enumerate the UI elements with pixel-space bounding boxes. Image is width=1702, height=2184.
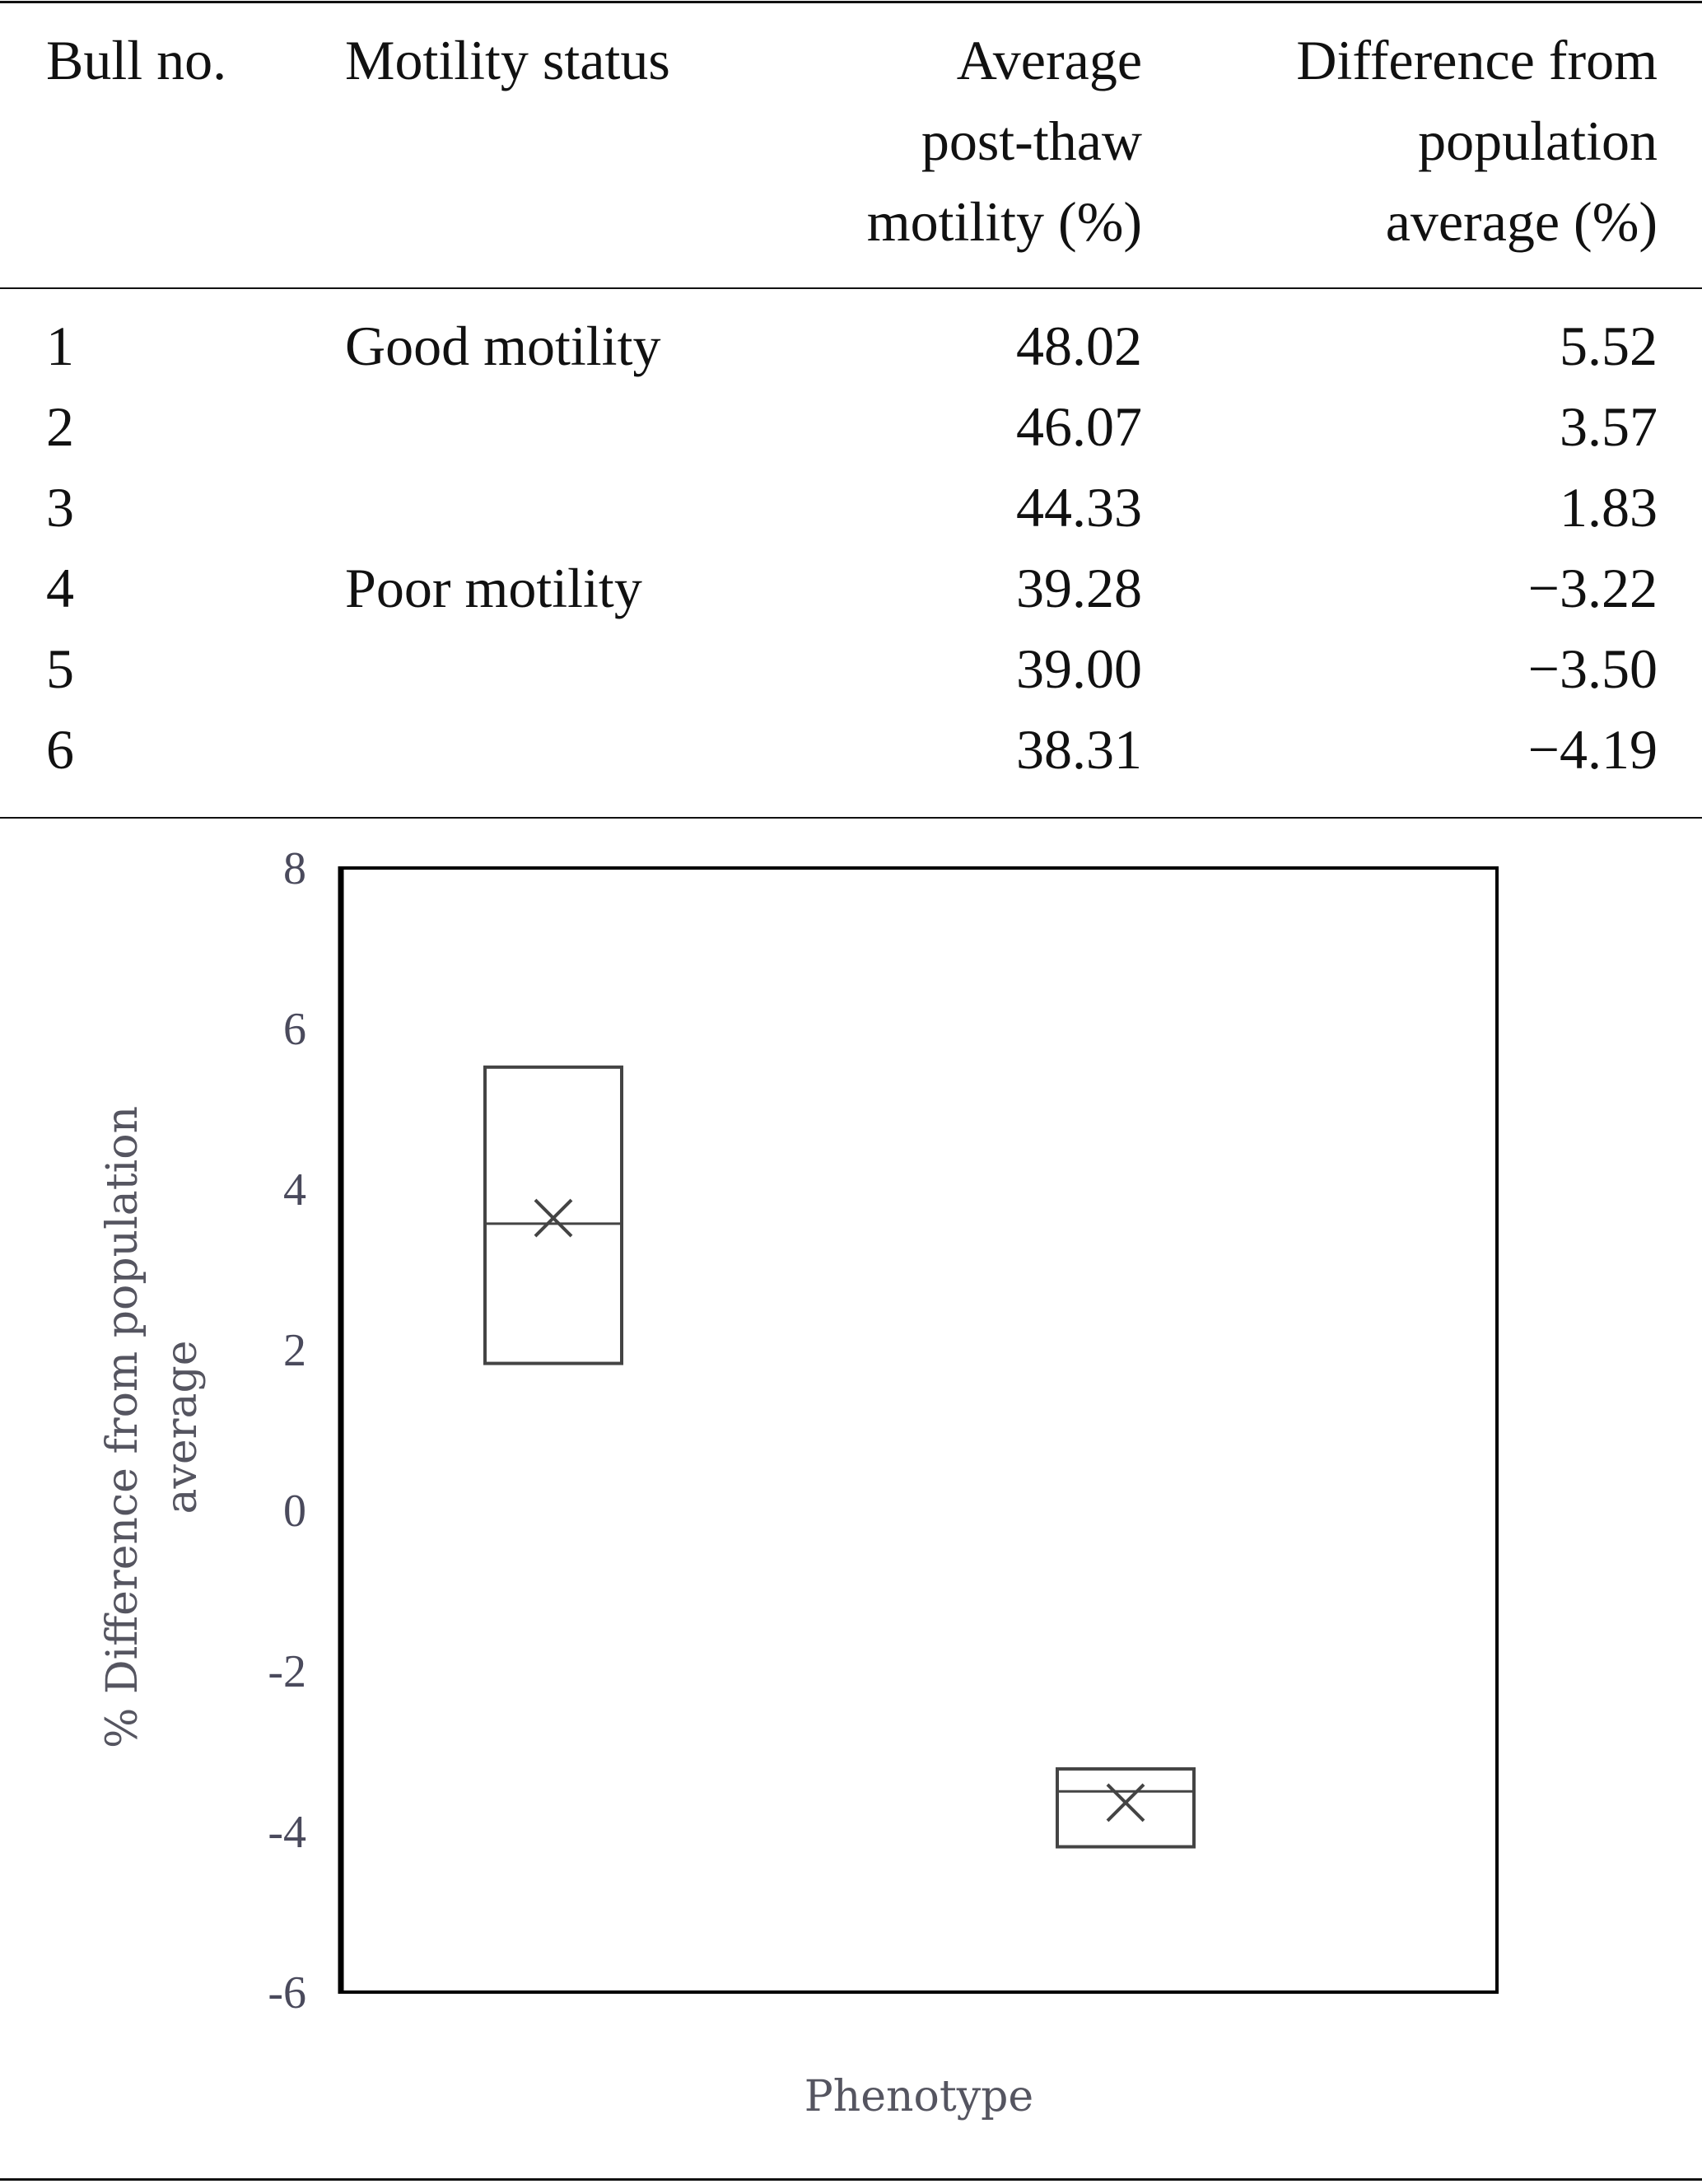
cell-average-motility: 48.02: [1016, 315, 1142, 377]
cell-difference: −4.19: [1527, 718, 1658, 781]
header-difference: Difference from population average (%): [1296, 20, 1658, 262]
cell-bull-no: 2: [46, 395, 74, 458]
y-tick-label: 6: [283, 1004, 306, 1055]
header-bull-no: Bull no.: [46, 20, 226, 100]
bottom-rule: [0, 2178, 1702, 2181]
header-text: Bull no.: [46, 29, 227, 91]
y-tick-label: -2: [268, 1646, 306, 1697]
mean-marker: [534, 1198, 573, 1238]
cell-difference: 1.83: [1560, 476, 1658, 539]
y-axis-label-line1: % Difference from population: [98, 1106, 147, 1748]
cell-difference: 5.52: [1560, 315, 1658, 377]
cell-motility-status: Poor motility: [345, 557, 642, 619]
cell-average-motility: 46.07: [1016, 395, 1142, 458]
header-line: population: [1418, 110, 1658, 172]
cell-average-motility: 39.00: [1016, 637, 1142, 700]
y-axis-label-line2: average: [157, 1340, 207, 1514]
header-line: Difference from: [1296, 29, 1658, 91]
header-text: Motility status: [345, 29, 670, 91]
mean-marker: [1106, 1783, 1145, 1822]
box-1: [483, 1065, 623, 1365]
y-tick-label: -4: [268, 1807, 306, 1858]
header-average-motility: Average post-thaw motility (%): [867, 20, 1142, 262]
box-2: [1056, 1766, 1196, 1849]
cell-bull-no: 4: [46, 557, 74, 619]
y-tick-label: 8: [283, 843, 306, 894]
cell-bull-no: 1: [46, 315, 74, 377]
cell-bull-no: 5: [46, 637, 74, 700]
cell-difference: −3.22: [1527, 557, 1658, 619]
cell-difference: 3.57: [1560, 395, 1658, 458]
header-line: motility (%): [866, 190, 1142, 253]
cell-difference: −3.50: [1527, 637, 1658, 700]
y-tick-label: 2: [283, 1325, 306, 1376]
cell-average-motility: 38.31: [1016, 718, 1142, 781]
cell-bull-no: 6: [46, 718, 74, 781]
header-line: average (%): [1385, 190, 1658, 253]
header-motility-status: Motility status: [345, 20, 670, 100]
plot-frame: [339, 866, 1499, 1994]
x-axis-label: Phenotype: [804, 2072, 1033, 2121]
cell-average-motility: 44.33: [1016, 476, 1142, 539]
table-bottom-rule: [0, 817, 1702, 819]
header-line: post-thaw: [921, 110, 1142, 172]
y-tick-label: -6: [268, 1967, 306, 2018]
header-line: Average: [956, 29, 1142, 91]
cell-motility-status: Good motility: [345, 315, 661, 377]
cell-average-motility: 39.28: [1016, 557, 1142, 619]
cell-bull-no: 3: [46, 476, 74, 539]
top-rule: [0, 1, 1702, 3]
header-rule: [0, 287, 1702, 289]
y-tick-label: 0: [283, 1486, 306, 1537]
y-tick-label: 4: [283, 1164, 306, 1216]
